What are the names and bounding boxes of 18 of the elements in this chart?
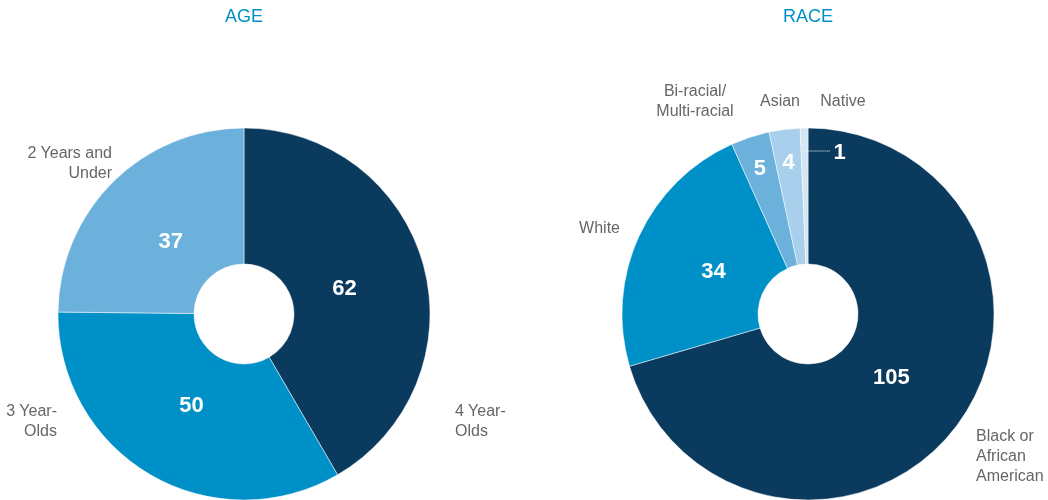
slice-label: Asian bbox=[759, 92, 801, 109]
slice-label: White bbox=[579, 219, 621, 236]
slice-label: 2 Years and Under bbox=[27, 144, 113, 181]
data-label: 5 bbox=[753, 155, 767, 181]
slice-label: Black or African American bbox=[976, 427, 1044, 484]
data-label: 1 bbox=[833, 139, 846, 165]
chart-title: AGE bbox=[224, 6, 264, 26]
chart-title: RACE bbox=[782, 6, 834, 26]
slice-label: Native bbox=[820, 92, 866, 109]
data-label: 37 bbox=[158, 227, 183, 253]
slice-label: 3 Year-Olds bbox=[6, 402, 57, 439]
data-label: 4 bbox=[782, 148, 796, 174]
data-label: 50 bbox=[179, 392, 204, 418]
data-label: 105 bbox=[873, 364, 910, 390]
data-label: 62 bbox=[332, 274, 357, 300]
slice-label: Bi-racial/Multi-racial bbox=[656, 82, 734, 119]
slice-label: 4 Year-Olds bbox=[455, 402, 506, 439]
data-label: 34 bbox=[701, 258, 727, 284]
